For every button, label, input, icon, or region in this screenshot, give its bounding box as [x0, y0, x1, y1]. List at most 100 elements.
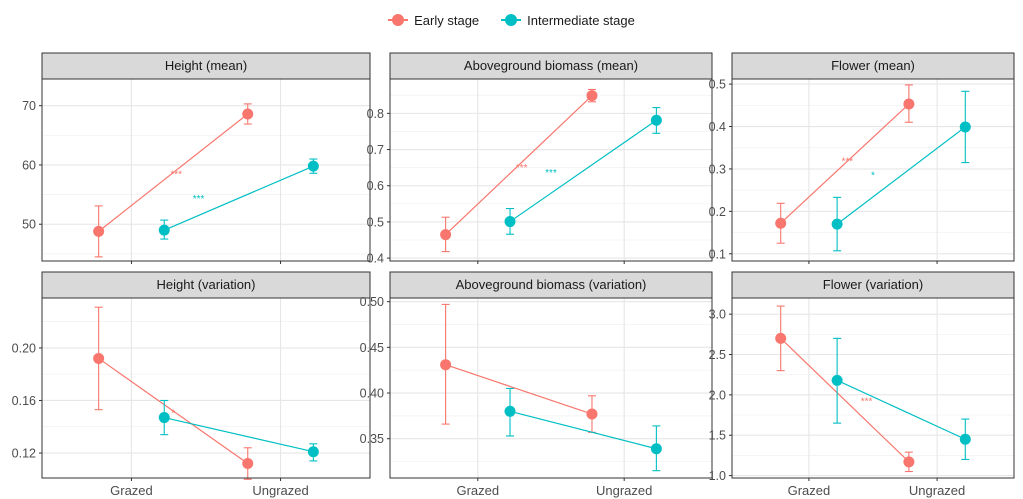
panel-3-point — [903, 98, 915, 110]
panel-4-xtick-label: Ungrazed — [252, 483, 308, 498]
panel-2-ytick-label: 0.6 — [367, 179, 384, 193]
panel-1-ytick-label: 70 — [22, 99, 36, 113]
panel-4-title: Height (variation) — [157, 277, 256, 292]
panel-4-ytick-label: 0.20 — [12, 341, 36, 355]
panel-3-ytick-label: 0.1 — [709, 247, 726, 261]
panel-1-point — [242, 108, 254, 120]
panel-1-border — [41, 78, 371, 262]
panel-5-border — [389, 297, 713, 479]
panel-3-series-line — [836, 126, 966, 225]
legend: Early stage Intermediate stage — [0, 8, 1023, 32]
panel-4-point — [307, 446, 319, 458]
panel-2-border — [389, 78, 713, 262]
panel-2-point — [504, 216, 516, 228]
panel-5-series-line — [445, 364, 593, 415]
panel-1-series-line — [98, 113, 249, 232]
panel-2-strip — [389, 52, 713, 80]
panel-3-ytick-label: 0.3 — [709, 162, 726, 176]
panel-3-point — [959, 121, 971, 133]
panel-3-point — [775, 217, 787, 229]
panel-5-ytick-label: 0.50 — [360, 295, 384, 309]
legend-item-intermediate[interactable]: Intermediate stage — [501, 13, 635, 28]
panel-3-border — [731, 78, 1015, 262]
panel-5-xtick-label: Grazed — [456, 483, 499, 498]
panel-6-xtick-label: Ungrazed — [909, 483, 965, 498]
panel-4-border — [41, 297, 371, 479]
legend-key-early — [388, 13, 409, 27]
panel-2-significance-label: *** — [516, 163, 528, 174]
panel-6-ytick-label: 2.5 — [709, 348, 726, 362]
panel-2-ytick-label: 0.7 — [367, 143, 384, 157]
panel-1-title: Height (mean) — [165, 58, 247, 73]
panel-3-ytick-label: 0.4 — [709, 120, 726, 134]
panel-3-title: Flower (mean) — [831, 58, 915, 73]
panel-1-strip — [41, 52, 371, 80]
panel-5-point — [440, 359, 452, 371]
panel-3-strip — [731, 52, 1015, 80]
panel-5-title: Aboveground biomass (variation) — [456, 277, 647, 292]
legend-key-intermediate — [501, 13, 522, 27]
panel-6-point — [959, 433, 971, 445]
panel-6-ytick-label: 3.0 — [709, 308, 726, 322]
legend-label-intermediate: Intermediate stage — [527, 12, 635, 28]
legend-label-early: Early stage — [414, 12, 480, 28]
panel-1-ytick-label: 60 — [22, 158, 36, 172]
panel-6-border — [731, 297, 1015, 479]
panel-2-series-line — [509, 119, 657, 223]
panel-4-point — [242, 458, 254, 470]
panel-6-ytick-label: 2.0 — [709, 388, 726, 402]
panel-6-title: Flower (variation) — [823, 277, 923, 292]
panel-6-ytick-label: 1.5 — [709, 429, 726, 443]
panel-4-point — [93, 352, 105, 364]
panel-6-strip — [731, 271, 1015, 299]
panel-5-xtick-label: Ungrazed — [596, 483, 652, 498]
panel-6-series-line — [780, 337, 910, 463]
panel-4-series-line — [98, 357, 249, 465]
panel-1-ytick-label: 50 — [22, 218, 36, 232]
panel-5-point — [650, 443, 662, 455]
panel-3-series-line — [780, 103, 910, 224]
panel-6-significance-label: *** — [861, 397, 873, 408]
panel-5-point — [504, 405, 516, 417]
panel-5-ytick-label: 0.45 — [360, 341, 384, 355]
panel-5-series-line — [509, 410, 657, 450]
panel-6-series-line — [836, 379, 966, 440]
panel-2-series-line — [445, 95, 593, 236]
panel-4-ytick-label: 0.16 — [12, 394, 36, 408]
panel-2-ytick-label: 0.4 — [367, 252, 384, 266]
panel-2-title: Aboveground biomass (mean) — [464, 58, 638, 73]
panel-5-strip — [389, 271, 713, 299]
panel-3-point — [831, 218, 843, 230]
panel-6-point — [831, 374, 843, 386]
panel-4-point — [158, 412, 170, 424]
panel-1-significance-label: *** — [193, 194, 205, 205]
panel-4-ytick-label: 0.12 — [12, 447, 36, 461]
panel-3-significance-label: * — [871, 170, 875, 181]
panel-1-point — [158, 224, 170, 236]
panel-4-series-line — [164, 416, 314, 453]
panel-4-significance-label: * — [171, 408, 175, 419]
panel-6-point — [775, 332, 787, 344]
panel-4-strip — [41, 271, 371, 299]
panel-1-series-line — [164, 165, 314, 231]
panel-5-ytick-label: 0.40 — [360, 387, 384, 401]
panel-4-xtick-label: Grazed — [110, 483, 153, 498]
panel-2-ytick-label: 0.5 — [367, 215, 384, 229]
panel-2-point — [586, 90, 598, 102]
panel-6-point — [903, 456, 915, 468]
panel-3-significance-label: *** — [842, 156, 854, 167]
panel-2-significance-label: *** — [545, 168, 557, 179]
panel-6-ytick-label: 1.0 — [709, 469, 726, 483]
panel-1-point — [93, 225, 105, 237]
legend-item-early[interactable]: Early stage — [388, 13, 479, 28]
panel-5-ytick-label: 0.35 — [360, 432, 384, 446]
panel-3-ytick-label: 0.5 — [709, 78, 726, 92]
panel-6-xtick-label: Grazed — [788, 483, 831, 498]
panel-1-significance-label: *** — [170, 169, 182, 180]
panel-5-point — [586, 408, 598, 420]
panel-2-ytick-label: 0.8 — [367, 107, 384, 121]
panel-1-point — [307, 160, 319, 172]
panel-2-point — [440, 229, 452, 241]
panel-2-point — [650, 114, 662, 126]
